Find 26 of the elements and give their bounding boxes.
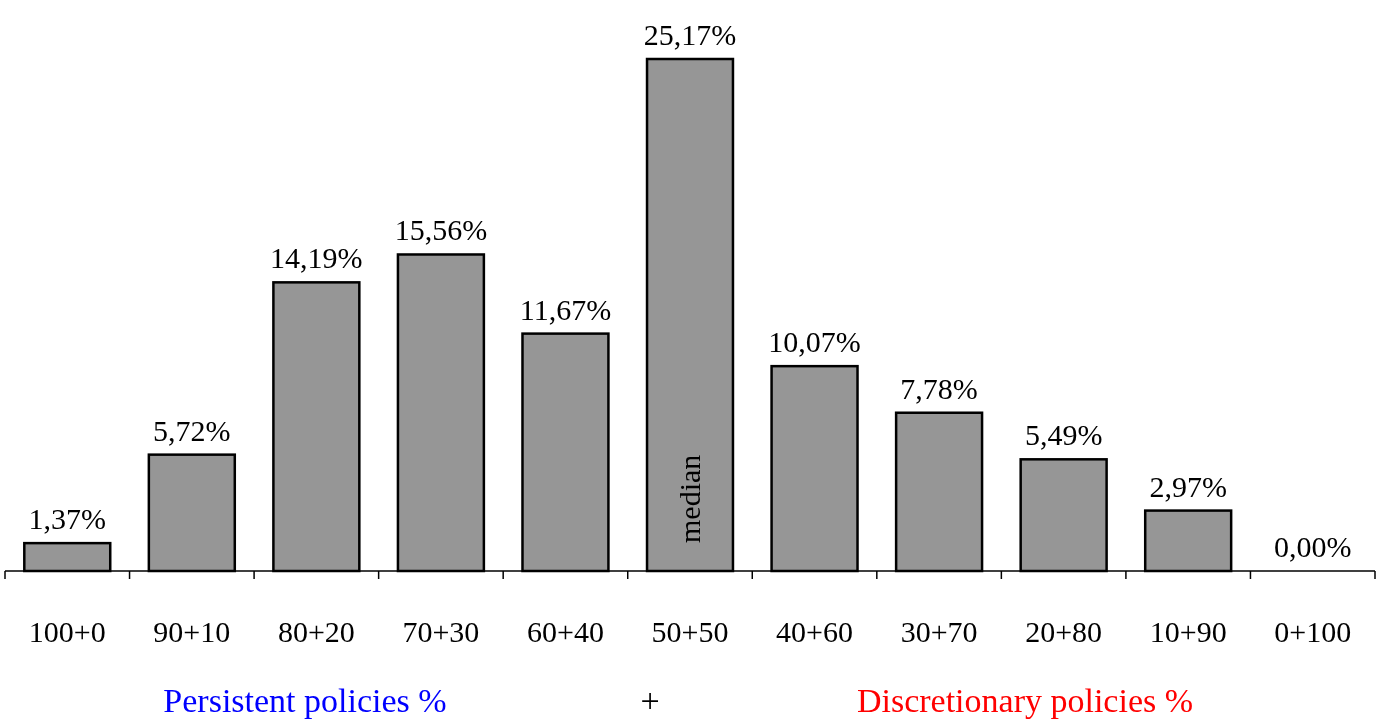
annotation: median: [673, 454, 706, 543]
data-label: 0,00%: [1273, 530, 1352, 563]
data-label: 10,07%: [768, 325, 861, 359]
data-label: 25,17%: [643, 18, 737, 51]
x-tick-label: 30+70: [900, 615, 978, 648]
data-label: 5,72%: [153, 413, 231, 447]
x-tick-label: 0+100: [1274, 615, 1352, 648]
x-tick-label: 50+50: [651, 615, 729, 648]
x-tick-label: 70+30: [402, 615, 480, 648]
x-tick-label: 40+60: [776, 615, 854, 648]
data-label: 2,97%: [1149, 469, 1227, 503]
data-label: 1,37%: [28, 502, 107, 536]
x-tick-label: 10+90: [1149, 615, 1227, 648]
text: +: [640, 682, 660, 719]
data-label: 15,56%: [394, 213, 488, 247]
text: Discretionary policies %: [856, 682, 1194, 719]
data-label: 5,49%: [1024, 418, 1103, 452]
text: Persistent policies %: [163, 682, 447, 719]
x-tick-label: 20+80: [1025, 615, 1103, 648]
x-tick-label: 90+10: [153, 615, 231, 648]
x-tick-label: 100+0: [28, 615, 106, 648]
x-tick-label: 80+20: [277, 615, 355, 648]
data-label: 7,78%: [900, 371, 978, 405]
x-tick-label: 60+40: [526, 615, 604, 648]
data-label: 11,67%: [519, 292, 612, 326]
data-label: 14,19%: [270, 241, 363, 275]
